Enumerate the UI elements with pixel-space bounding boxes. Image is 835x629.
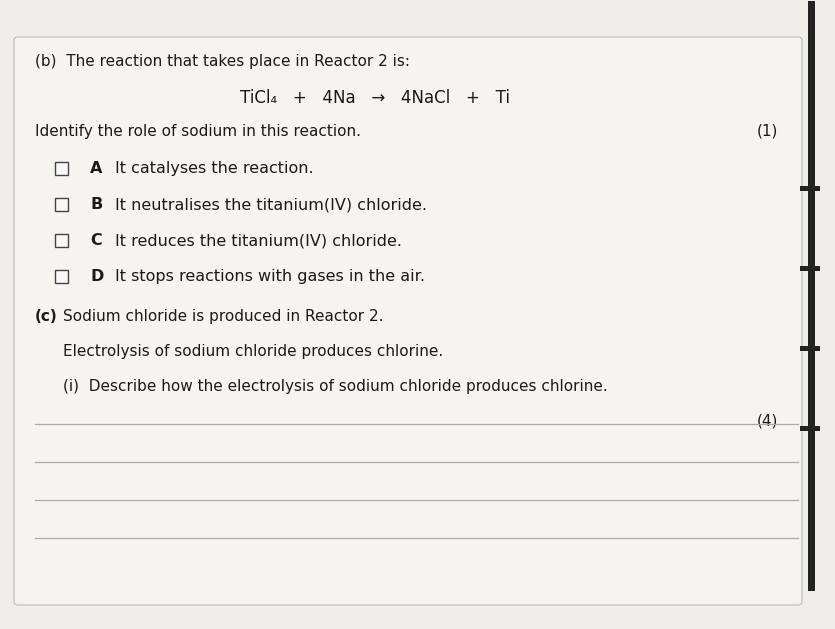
Text: (c): (c) — [35, 309, 58, 324]
Bar — [55, 270, 68, 283]
Bar — [800, 186, 820, 191]
Text: It catalyses the reaction.: It catalyses the reaction. — [115, 161, 314, 176]
Text: D: D — [90, 269, 104, 284]
Text: (4): (4) — [757, 414, 778, 429]
Text: B: B — [90, 197, 102, 212]
Bar — [800, 346, 820, 351]
Text: A: A — [90, 161, 103, 176]
Bar — [800, 426, 820, 431]
FancyBboxPatch shape — [14, 37, 802, 605]
Text: TiCl₄   +   4Na   →   4NaCl   +   Ti: TiCl₄ + 4Na → 4NaCl + Ti — [240, 89, 510, 107]
Bar — [55, 234, 68, 247]
Bar — [55, 198, 68, 211]
Bar — [800, 266, 820, 271]
Text: Sodium chloride is produced in Reactor 2.: Sodium chloride is produced in Reactor 2… — [63, 309, 383, 324]
Text: (1): (1) — [757, 124, 778, 139]
Bar — [808, 1, 815, 41]
Bar — [55, 162, 68, 175]
Text: (i)  Describe how the electrolysis of sodium chloride produces chlorine.: (i) Describe how the electrolysis of sod… — [63, 379, 608, 394]
Text: Identify the role of sodium in this reaction.: Identify the role of sodium in this reac… — [35, 124, 361, 139]
Text: (b)  The reaction that takes place in Reactor 2 is:: (b) The reaction that takes place in Rea… — [35, 54, 410, 69]
Text: C: C — [90, 233, 102, 248]
Text: It neutralises the titanium(IV) chloride.: It neutralises the titanium(IV) chloride… — [115, 197, 427, 212]
Text: Electrolysis of sodium chloride produces chlorine.: Electrolysis of sodium chloride produces… — [63, 344, 443, 359]
Text: It reduces the titanium(IV) chloride.: It reduces the titanium(IV) chloride. — [115, 233, 402, 248]
Bar — [808, 41, 815, 591]
Text: It stops reactions with gases in the air.: It stops reactions with gases in the air… — [115, 269, 425, 284]
